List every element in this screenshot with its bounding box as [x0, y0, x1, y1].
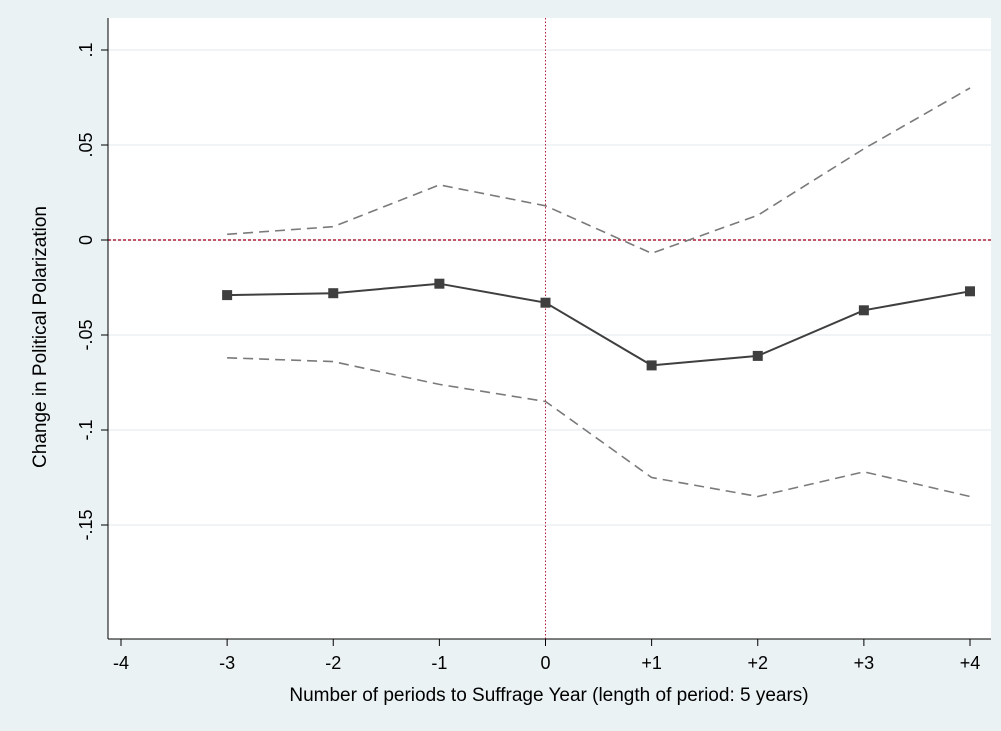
plot-area [108, 18, 991, 639]
x-tick-label: -1 [431, 653, 447, 673]
upper-ci-line [227, 87, 971, 255]
x-tick-label: +3 [854, 653, 875, 673]
estimate-marker-3 [540, 297, 551, 308]
y-tick-label: .05 [76, 132, 96, 157]
y-tick-label: -.05 [76, 319, 96, 350]
estimate-marker-2 [434, 278, 445, 289]
estimate-marker-1 [328, 288, 339, 299]
x-tick-label: -2 [325, 653, 341, 673]
x-axis-title: Number of periods to Suffrage Year (leng… [289, 685, 808, 706]
estimate-marker-6 [858, 305, 869, 316]
estimate-line [227, 282, 971, 367]
reference-lines [108, 18, 991, 639]
series-layer [222, 87, 975, 498]
axes [107, 18, 991, 640]
estimate-marker-4 [646, 360, 657, 371]
estimate-marker-7 [965, 286, 975, 297]
estimate-marker-0 [222, 290, 233, 301]
lower-ci-line [227, 357, 971, 498]
y-tick-label: -.15 [76, 509, 96, 540]
y-tick-label: -.1 [76, 419, 96, 440]
y-tick-label: .1 [76, 42, 96, 57]
y-axis-title: Change in Political Polarization [30, 206, 51, 468]
x-tick-label: +2 [747, 653, 768, 673]
estimate-marker-5 [752, 350, 763, 361]
x-tick-label: +4 [960, 653, 981, 673]
x-tick-label: 0 [540, 653, 550, 673]
x-tick-label: +1 [641, 653, 662, 673]
y-tick-label: 0 [76, 235, 96, 245]
x-tick-label: -4 [113, 653, 129, 673]
x-tick-label: -3 [219, 653, 235, 673]
ticks: .1 .05 0 -.05 -.1 -.15 -4 -3 -2 -1 0 +1 +2 +3 +4 [76, 42, 980, 673]
